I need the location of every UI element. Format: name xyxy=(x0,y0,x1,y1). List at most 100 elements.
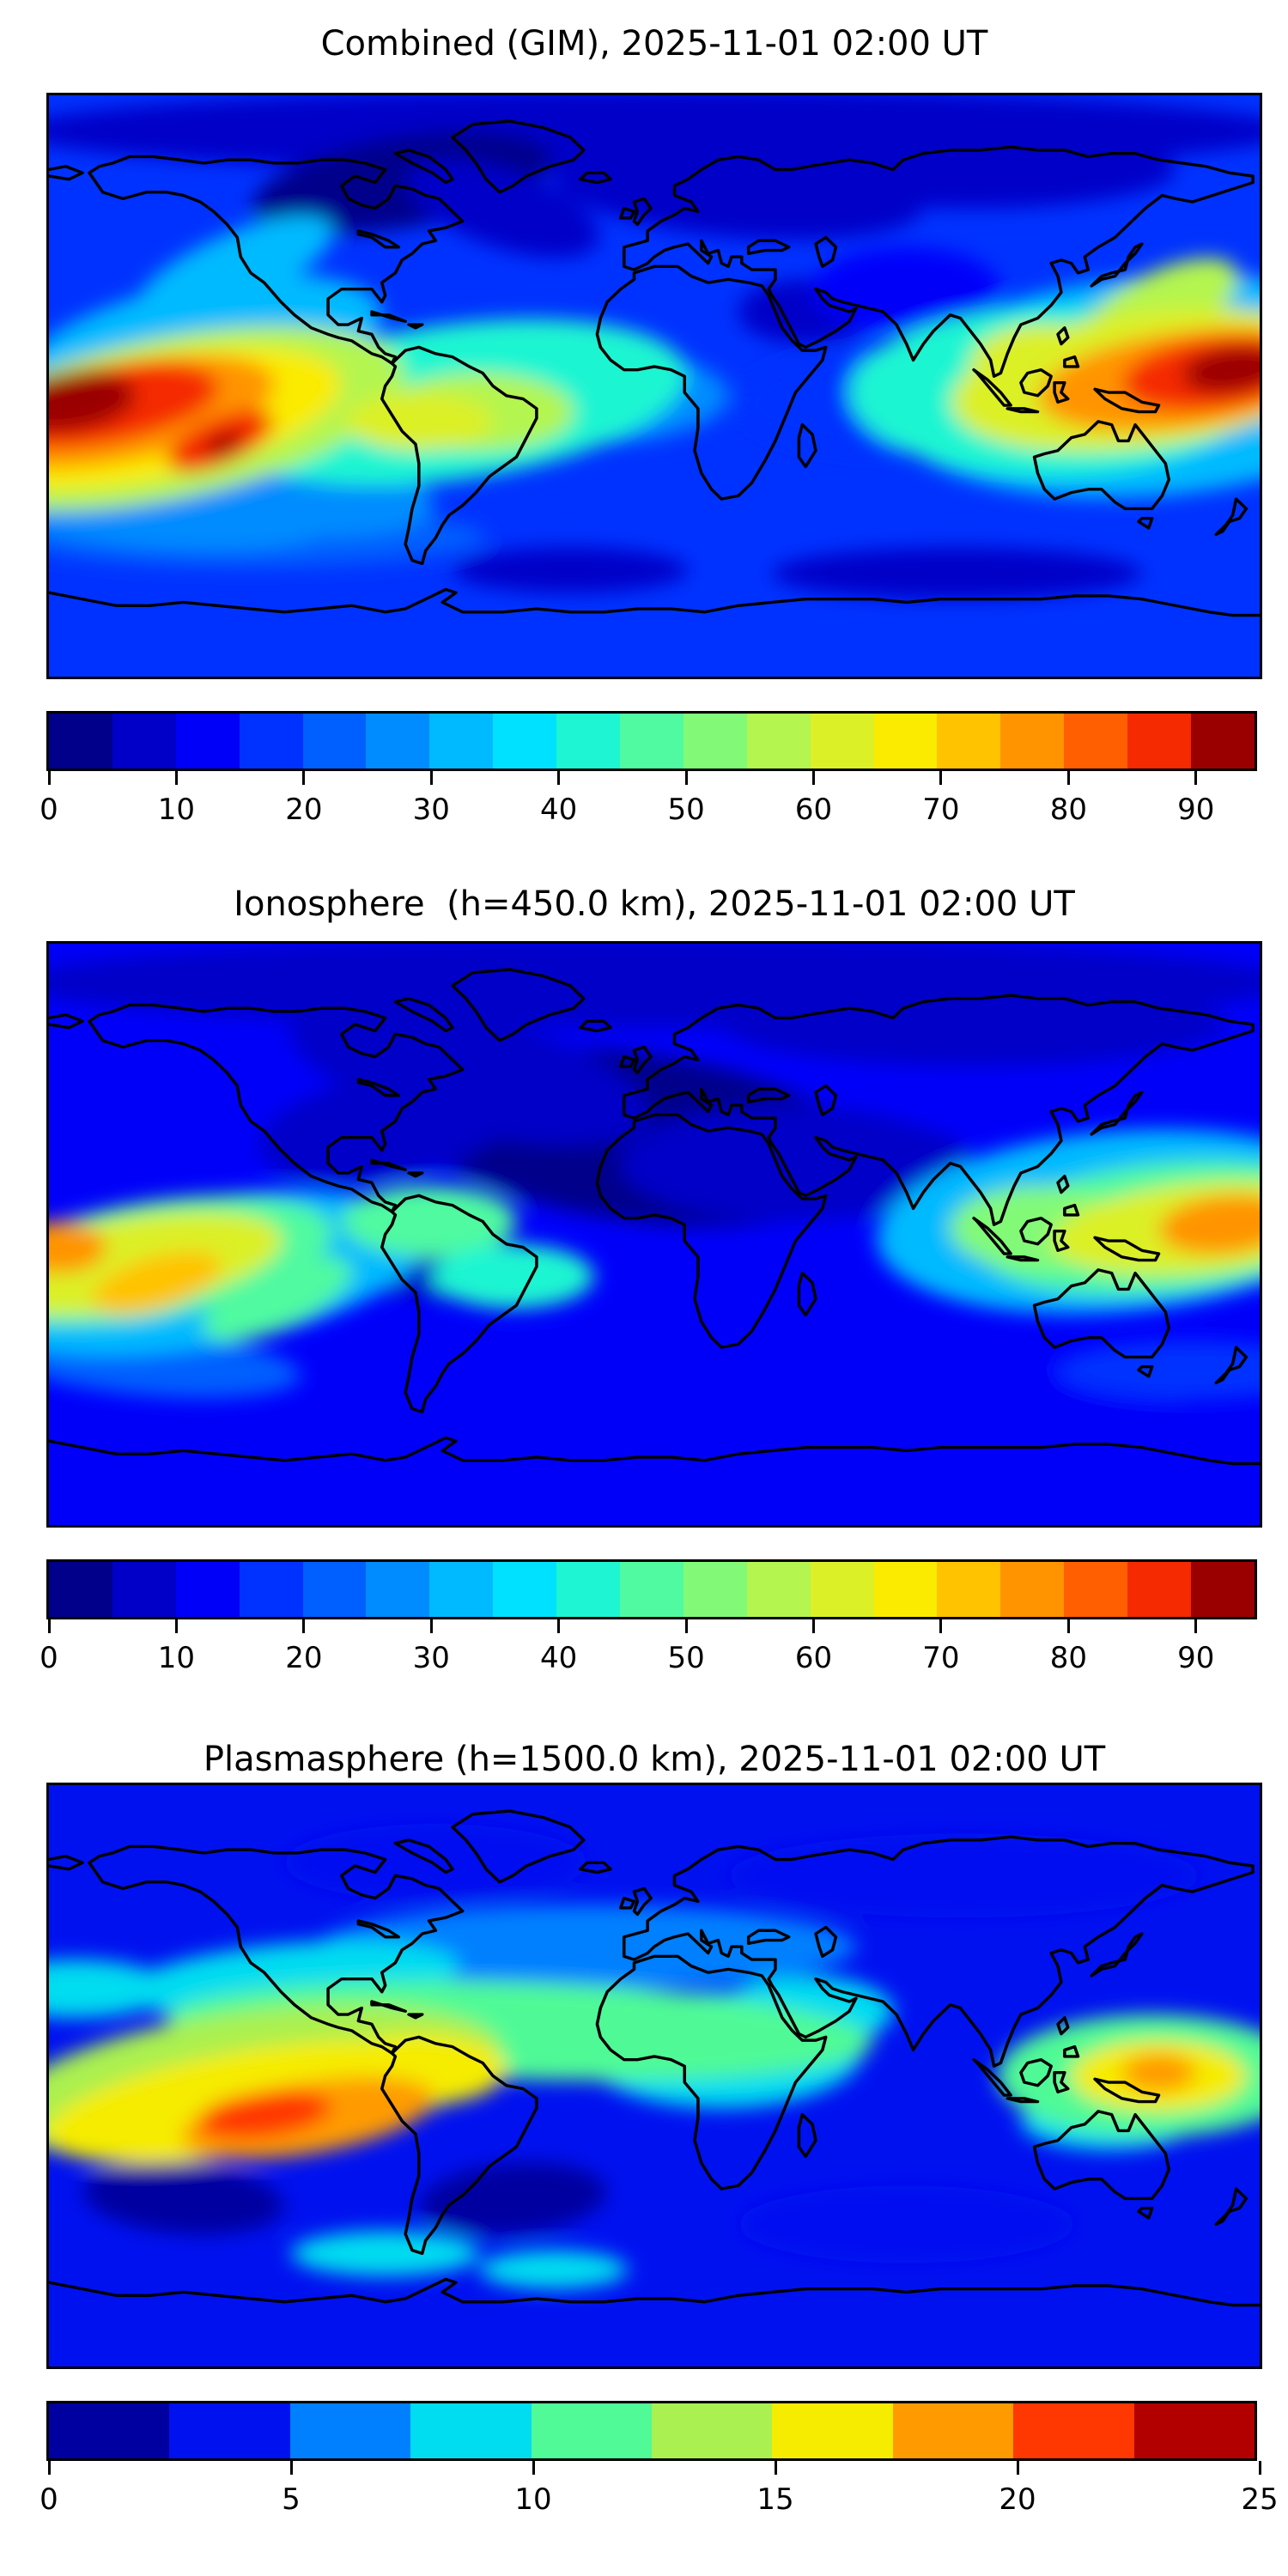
coastline-path xyxy=(393,149,454,185)
colorbar-segment xyxy=(302,1562,367,1617)
colorbar-tick xyxy=(812,1619,816,1633)
colorbar-tick xyxy=(774,2461,777,2475)
coastline-path xyxy=(622,145,1255,378)
colorbar-segment xyxy=(746,1562,811,1617)
map-ionosphere xyxy=(46,941,1262,1528)
colorbar-tick-label: 10 xyxy=(157,793,196,827)
colorbar-plasmasphere xyxy=(46,2401,1257,2461)
contour-feature xyxy=(407,159,599,258)
colorbar-segment xyxy=(873,714,938,769)
colorbar-segment xyxy=(366,1562,430,1617)
colorbar-segment xyxy=(1000,714,1065,769)
contour-feature xyxy=(419,2162,607,2235)
coastline-path xyxy=(356,1919,401,1939)
contour-feature xyxy=(1182,346,1260,393)
colorbar-tick xyxy=(557,1619,561,1633)
colorbar-segment xyxy=(239,1562,303,1617)
colorbar-segment xyxy=(937,1562,1001,1617)
coastline-path xyxy=(1053,2071,1070,2093)
contour-feature xyxy=(135,215,333,325)
colorbar-segment xyxy=(620,1562,683,1617)
coastline-path xyxy=(88,1003,465,1213)
coastline-path xyxy=(1032,2110,1171,2201)
coastlines xyxy=(49,119,1260,617)
colorbar-tick-label: 90 xyxy=(1177,793,1215,827)
coastline-path xyxy=(1214,2187,1249,2227)
colorbar-tick-label: 20 xyxy=(285,1641,323,1675)
colorbar-segment xyxy=(531,2403,653,2458)
colorbar-tick xyxy=(47,1619,51,1633)
coastline-path xyxy=(370,1158,407,1171)
colorbar-tick xyxy=(1066,771,1070,785)
colorbar-segment xyxy=(556,1562,621,1617)
coastline-path xyxy=(814,1084,838,1117)
coastline-path xyxy=(1005,2097,1040,2104)
coastline-path xyxy=(1056,2016,1070,2036)
colorbar-segment xyxy=(772,2403,893,2458)
colorbar-segment xyxy=(112,714,176,769)
colorbar-segment xyxy=(1064,1562,1128,1617)
field-blobs xyxy=(49,95,1260,599)
colorbar-tick-label: 0 xyxy=(39,1641,58,1675)
field-blobs xyxy=(49,944,1260,1431)
coastline-path xyxy=(88,155,465,365)
coastline-path xyxy=(1090,242,1144,288)
coastline-path xyxy=(814,235,838,269)
contour-feature xyxy=(1058,1340,1260,1400)
coastline-path xyxy=(393,997,454,1033)
colorbar-segment xyxy=(1133,2403,1255,2458)
coastline-path xyxy=(746,239,791,255)
coastline-path xyxy=(1093,387,1161,414)
colorbar-segment xyxy=(873,1562,938,1617)
coastline-path xyxy=(1137,517,1154,530)
colorbar-tick-label: 20 xyxy=(285,793,323,827)
coastline-path xyxy=(1063,355,1080,368)
coastline-path xyxy=(622,1835,1255,2068)
coastline-path xyxy=(1019,2058,1053,2087)
contour-feature xyxy=(204,432,243,457)
colorbar-tick-label: 5 xyxy=(282,2482,301,2517)
colorbar-segment xyxy=(169,2403,290,2458)
coastline-path xyxy=(49,587,1260,617)
colorbar-tick xyxy=(1016,2461,1019,2475)
coastline-path xyxy=(797,422,817,469)
coastline-path xyxy=(407,2013,424,2020)
contour-feature xyxy=(92,1251,222,1315)
coastline-path xyxy=(972,1217,1012,1255)
colorbar-segment xyxy=(429,1562,494,1617)
contour-feature xyxy=(1121,2053,1196,2093)
coastline-path xyxy=(1214,497,1249,537)
colorbar-tick xyxy=(1194,771,1198,785)
colorbar-tick xyxy=(302,1619,306,1633)
colorbar-segment xyxy=(810,714,874,769)
coastline-path xyxy=(1005,407,1040,414)
coastline-path xyxy=(1053,381,1070,404)
colorbar-tick xyxy=(939,1619,943,1633)
coastline-path xyxy=(972,368,1012,407)
colorbar-tick-label: 0 xyxy=(39,793,58,827)
colorbar-tick xyxy=(684,1619,688,1633)
coastline-path xyxy=(407,323,424,330)
colorbar-tick-label: 60 xyxy=(794,1641,833,1675)
contour-feature xyxy=(728,1833,1200,1918)
coastline-path xyxy=(49,1013,84,1030)
colorbar-tick-label: 30 xyxy=(412,1641,450,1675)
coastline-path xyxy=(632,197,653,227)
coastline-path xyxy=(619,1896,636,1910)
colorbar-ionosphere xyxy=(46,1559,1257,1619)
coastline-path xyxy=(619,1054,636,1068)
contour-feature xyxy=(738,2185,1075,2263)
colorbar-tick xyxy=(557,771,561,785)
coastline-path xyxy=(451,968,586,1042)
coastline-path xyxy=(370,2000,407,2013)
colorbar-segment xyxy=(302,714,367,769)
coastline-path xyxy=(380,1194,538,1414)
contour-feature xyxy=(344,392,493,451)
coastline-path xyxy=(746,1087,791,1103)
colorbar-segment xyxy=(683,714,747,769)
colorbar-segment xyxy=(652,2403,773,2458)
coastline-path xyxy=(619,206,636,220)
coastlines xyxy=(49,968,1260,1466)
contour-feature xyxy=(49,372,137,433)
colorbar-segment xyxy=(892,2403,1014,2458)
